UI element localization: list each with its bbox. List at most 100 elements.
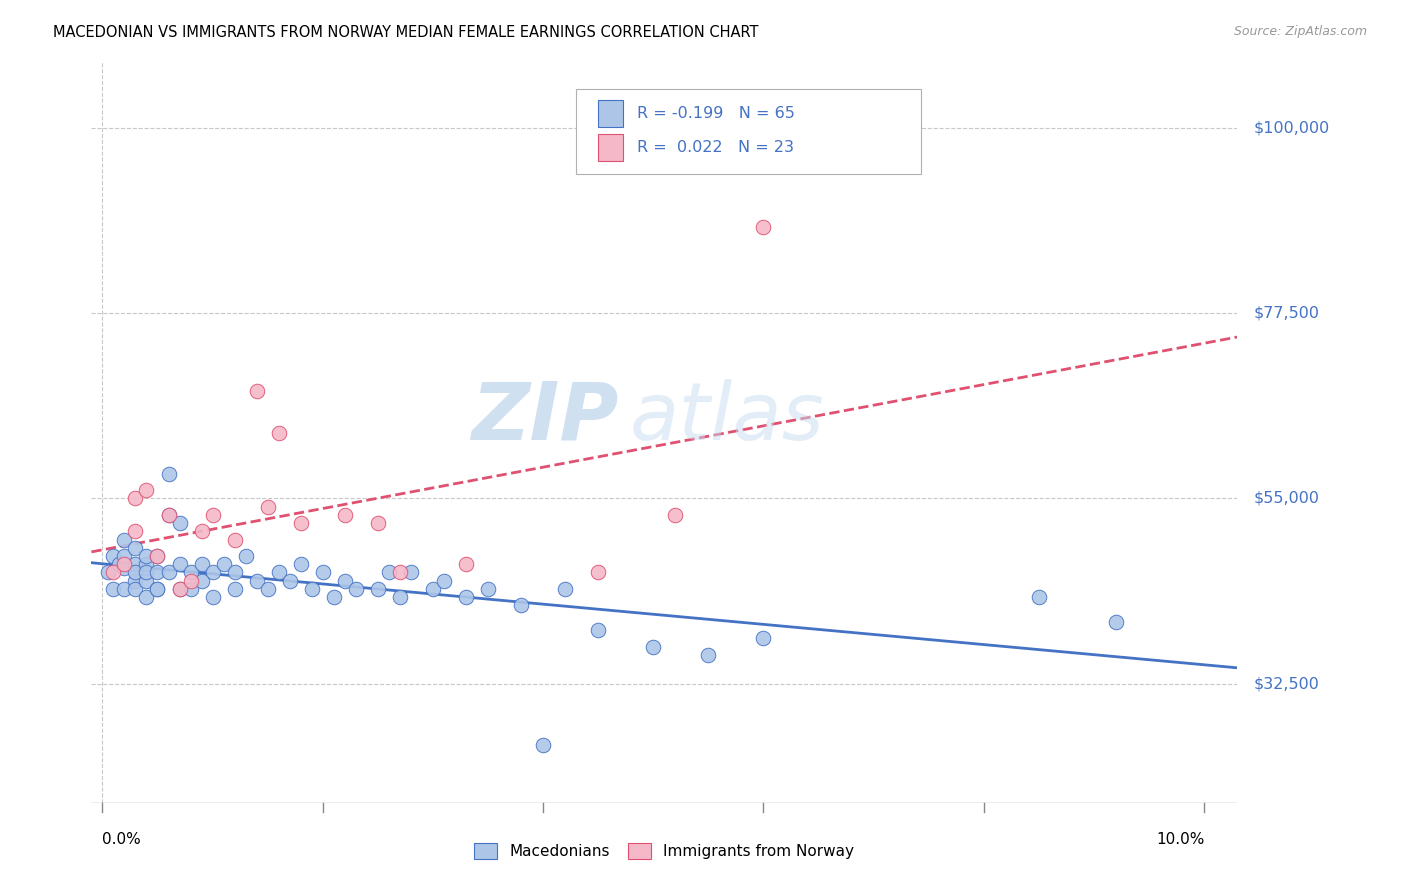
- Point: [180, 582, 202, 596]
- Text: Source: ZipAtlas.com: Source: ZipAtlas.com: [1233, 25, 1367, 38]
- Point: [586, 623, 609, 637]
- Point: [399, 566, 422, 580]
- Point: [212, 558, 235, 572]
- Point: [752, 632, 775, 646]
- Point: [114, 561, 136, 575]
- Point: [235, 549, 257, 563]
- Point: [146, 549, 169, 563]
- Point: [697, 648, 720, 662]
- Point: [454, 558, 477, 572]
- Point: [278, 574, 301, 588]
- Text: $77,500: $77,500: [1254, 306, 1320, 321]
- Text: $55,000: $55,000: [1254, 491, 1320, 506]
- Point: [135, 558, 157, 572]
- Point: [97, 566, 120, 580]
- Point: [124, 491, 146, 506]
- Point: [224, 533, 246, 547]
- Point: [256, 500, 278, 514]
- Point: [344, 582, 367, 596]
- Point: [333, 508, 356, 522]
- Point: [103, 549, 125, 563]
- Point: [124, 558, 146, 572]
- Point: [114, 558, 136, 572]
- Point: [1028, 590, 1050, 604]
- Point: [256, 582, 278, 596]
- Point: [124, 524, 146, 539]
- Point: [388, 566, 411, 580]
- Point: [290, 516, 312, 530]
- Point: [643, 640, 665, 654]
- Point: [169, 582, 191, 596]
- Point: [157, 508, 180, 522]
- Point: [190, 558, 212, 572]
- Point: [180, 566, 202, 580]
- Point: [246, 384, 269, 399]
- Point: [135, 566, 157, 580]
- Point: [124, 541, 146, 555]
- Point: [180, 574, 202, 588]
- Point: [531, 738, 554, 752]
- Point: [267, 566, 290, 580]
- Point: [267, 425, 290, 440]
- Point: [301, 582, 323, 596]
- Point: [135, 574, 157, 588]
- Point: [190, 524, 212, 539]
- Point: [454, 590, 477, 604]
- Point: [510, 599, 533, 613]
- Point: [201, 508, 224, 522]
- Point: [169, 558, 191, 572]
- Point: [157, 467, 180, 481]
- Point: [1105, 615, 1128, 629]
- Point: [312, 566, 335, 580]
- Text: $32,500: $32,500: [1254, 676, 1320, 691]
- Point: [388, 590, 411, 604]
- Point: [378, 566, 401, 580]
- Point: [169, 516, 191, 530]
- Legend: Macedonians, Immigrants from Norway: Macedonians, Immigrants from Norway: [468, 837, 860, 865]
- Point: [367, 516, 389, 530]
- Point: [201, 566, 224, 580]
- Point: [322, 590, 344, 604]
- Point: [114, 533, 136, 547]
- Point: [554, 582, 576, 596]
- Text: $100,000: $100,000: [1254, 120, 1330, 136]
- Point: [367, 582, 389, 596]
- Point: [114, 582, 136, 596]
- Point: [124, 582, 146, 596]
- Point: [157, 566, 180, 580]
- Point: [146, 566, 169, 580]
- Text: 10.0%: 10.0%: [1156, 832, 1204, 847]
- Point: [108, 558, 131, 572]
- Point: [752, 219, 775, 234]
- Text: R = -0.199   N = 65: R = -0.199 N = 65: [637, 106, 794, 120]
- Point: [157, 508, 180, 522]
- Point: [433, 574, 456, 588]
- Text: MACEDONIAN VS IMMIGRANTS FROM NORWAY MEDIAN FEMALE EARNINGS CORRELATION CHART: MACEDONIAN VS IMMIGRANTS FROM NORWAY MED…: [53, 25, 759, 40]
- Point: [586, 566, 609, 580]
- Point: [114, 549, 136, 563]
- Point: [146, 549, 169, 563]
- Point: [246, 574, 269, 588]
- Point: [124, 566, 146, 580]
- Text: ZIP: ZIP: [471, 379, 619, 457]
- Point: [224, 582, 246, 596]
- Point: [477, 582, 499, 596]
- Point: [224, 566, 246, 580]
- Point: [333, 574, 356, 588]
- Point: [290, 558, 312, 572]
- Point: [135, 549, 157, 563]
- Text: 0.0%: 0.0%: [103, 832, 141, 847]
- Point: [124, 574, 146, 588]
- Point: [146, 582, 169, 596]
- Point: [422, 582, 444, 596]
- Point: [664, 508, 686, 522]
- Point: [146, 582, 169, 596]
- Point: [103, 582, 125, 596]
- Text: R =  0.022   N = 23: R = 0.022 N = 23: [637, 140, 794, 154]
- Point: [190, 574, 212, 588]
- Point: [169, 582, 191, 596]
- Point: [135, 590, 157, 604]
- Text: atlas: atlas: [630, 379, 825, 457]
- Point: [135, 483, 157, 498]
- Point: [201, 590, 224, 604]
